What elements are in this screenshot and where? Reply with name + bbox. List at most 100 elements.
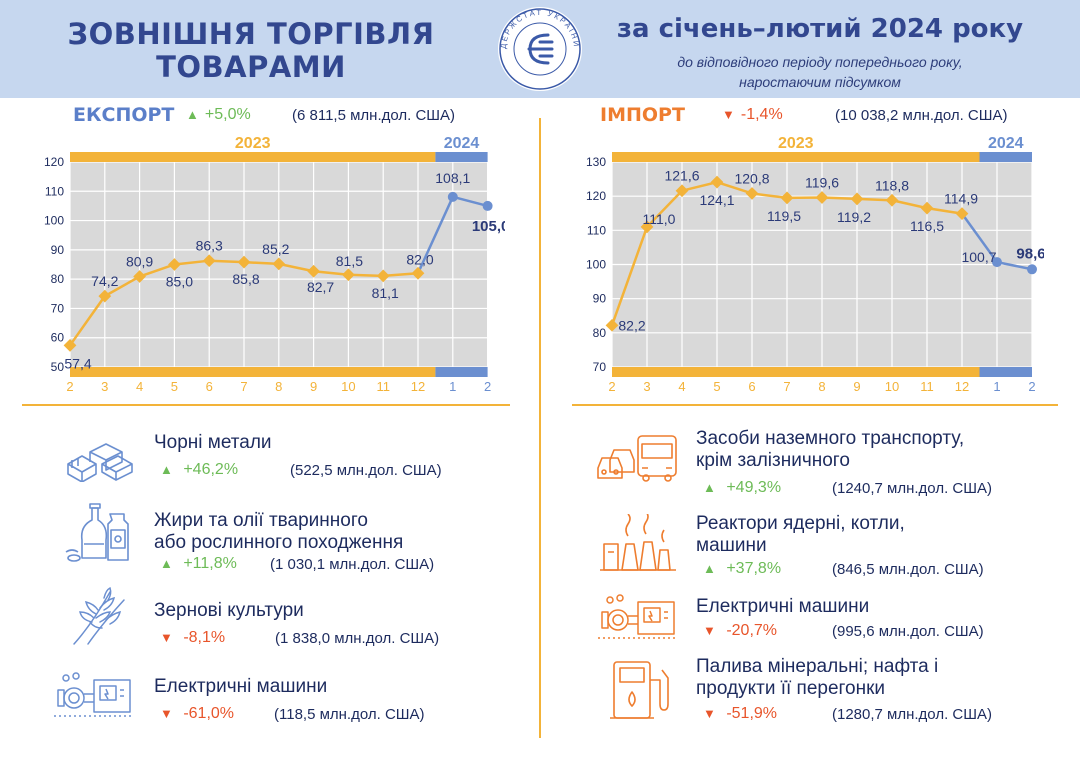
export-point [98,289,112,303]
import-x-tick-label: 4 [678,379,685,394]
export-item-4-delta: ▼ -61,0% [160,705,234,723]
import-item-2-name-line-1: Реактори ядерні, котли, [696,513,905,534]
import-item-4-delta: ▼ -51,9% [703,705,777,723]
export-item-4-delta-value: -61,0% [183,705,235,722]
import-item-2-delta-value: +37,8% [726,560,782,577]
down-triangle-icon: ▼ [703,623,716,638]
electric-machine-icon [54,672,134,717]
export-x-tick-label: 10 [341,379,355,394]
export-point [376,269,390,283]
export-data-label: 81,1 [372,285,399,301]
export-point [447,191,458,202]
title-line-2: ТОВАРАМИ [156,50,346,84]
import-total: (10 038,2 млн.дол. США) [835,107,1008,124]
import-item-4-delta-value: -51,9% [726,705,778,722]
export-item-1-delta-value: +46,2% [183,461,239,478]
export-item-4-name: Електричні машини [154,676,328,697]
title-line-1: ЗОВНІШНЯ ТОРГІВЛЯ [67,17,435,51]
import-x-tick-label: 10 [885,379,899,394]
export-year-label: 2024 [444,135,480,152]
up-triangle-icon: ▲ [703,480,716,495]
wheat-icon [73,586,125,645]
export-point [237,255,251,269]
electric-machine-icon [598,594,678,639]
import-item-1-delta-value: +49,3% [726,479,782,496]
export-x-tick-label: 7 [240,379,247,394]
export-delta: ▲ +5,0% [186,106,251,124]
import-item-2-name-line-2: машини [696,535,767,556]
import-data-label: 116,5 [910,218,944,234]
down-triangle-icon: ▼ [703,706,716,721]
export-band-bottom-2024 [435,367,488,377]
import-item-1-name-line-2: крім залізничного [696,450,850,471]
export-y-tick-label: 100 [44,214,64,228]
import-y-tick-label: 80 [593,326,607,340]
export-data-label: 82,7 [307,279,334,295]
import-data-label: 124,1 [699,192,734,208]
page-title: ЗОВНІШНЯ ТОРГІВЛЯ ТОВАРАМИ [40,18,462,84]
period-title: за січень–лютий 2024 року [616,14,1024,44]
export-data-label: 82,0 [406,251,433,267]
import-item-3-delta-value: -20,7% [726,622,778,639]
up-triangle-icon: ▲ [186,107,199,122]
import-data-label: 118,8 [875,177,909,193]
import-data-label: 100,7 [961,249,996,265]
import-y-tick-label: 90 [593,292,607,306]
export-band-bottom-2023 [70,367,436,377]
export-data-label: 86,3 [196,238,223,254]
export-point [133,270,146,283]
import-item-3-delta: ▼ -20,7% [703,622,777,640]
export-item-2-value: (1 030,1 млн.дол. США) [270,556,435,573]
import-item-4-name-line-2: продукти її перегонки [696,678,886,699]
ukrstat-emblem-icon: ДЕРЖСТАТ УКРАЇНИ [498,7,582,91]
export-x-tick-label: 4 [136,379,143,394]
export-x-tick-label: 2 [484,379,491,394]
export-y-tick-label: 80 [51,272,65,286]
export-item-1-name: Чорні метали [154,432,272,453]
export-x-tick-label: 9 [310,379,317,394]
import-item-2-name: Реактори ядерні, котли, машини [696,513,905,557]
export-item-2-delta: ▲ +11,8% [160,555,237,573]
export-item-2-name-line-2: або рослинного походження [154,532,404,553]
export-item-3-name: Зернові культури [154,600,304,621]
export-data-label: 108,1 [435,170,470,186]
export-point [168,258,181,271]
export-total: (6 811,5 млн.дол. США) [292,107,456,124]
up-triangle-icon: ▲ [160,556,173,571]
import-x-tick-label: 2 [608,379,615,394]
import-x-tick-label: 1 [993,379,1000,394]
import-data-label: 111,0 [643,211,676,227]
export-point [482,200,493,211]
export-x-tick-label: 12 [411,379,425,394]
import-data-label: 98,6 [1016,245,1044,262]
import-year-label: 2024 [988,135,1024,152]
import-divider [572,404,1058,406]
export-data-label: 81,5 [336,253,363,269]
import-x-tick-label: 11 [920,379,934,394]
import-data-label: 119,5 [767,208,801,224]
oil-bottles-icon [65,503,129,562]
export-x-tick-label: 6 [206,379,213,394]
down-triangle-icon: ▼ [160,630,173,645]
export-data-label: 85,8 [232,271,259,287]
export-y-tick-label: 90 [51,243,65,257]
import-item-2-value: (846,5 млн.дол. США) [832,561,984,578]
export-data-label: 105,0 [472,218,505,235]
import-data-label: 119,6 [805,175,839,191]
export-data-label: 80,9 [126,254,153,270]
export-data-label: 57,4 [64,355,91,371]
down-triangle-icon: ▼ [160,706,173,721]
export-data-label: 74,2 [91,273,118,289]
import-band-bottom-2024 [979,367,1032,377]
import-data-label: 120,8 [734,170,769,186]
export-point [307,264,320,278]
import-item-3-value: (995,6 млн.дол. США) [832,623,984,640]
export-x-tick-label: 8 [275,379,282,394]
vertical-divider [539,118,541,738]
import-item-4-name: Палива мінеральні; нафта і продукти її п… [696,656,938,700]
import-item-1-name-line-1: Засоби наземного транспорту, [696,428,965,449]
import-y-tick-label: 120 [586,189,606,203]
import-y-tick-label: 110 [587,223,606,237]
import-x-tick-label: 9 [853,379,860,394]
